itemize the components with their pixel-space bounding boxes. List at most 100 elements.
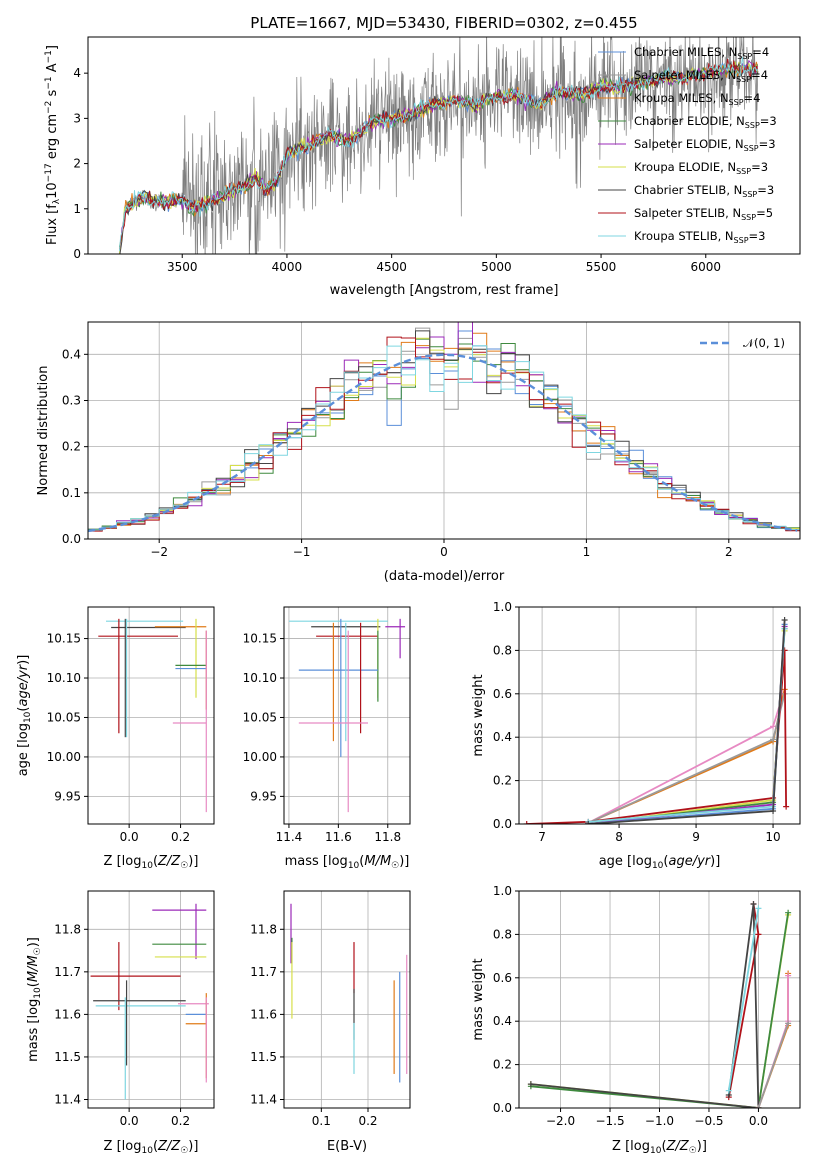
legend-label: Chabrier MILES, NSSP=4 [634,45,769,61]
histogram-kroupa-stelib [88,345,800,531]
weight-marker [770,736,777,743]
model-spectrum-chabrier-stelib [119,60,759,254]
chart-title: PLATE=1667, MJD=53430, FIBERID=0302, z=0… [250,14,637,32]
weight-vs-age-panel: 7 8 9 10 0.0 0.2 0.4 0.6 0.8 1.0 mass weight age [l… [471,600,801,871]
label-part: )] [710,854,720,869]
x-axis-label: Z [log10(Z/Z☉)] [612,1139,707,1156]
weight-marker [527,1081,534,1088]
legend-text: Kroupa MILES, N [634,91,729,105]
label-part: age/yr [16,663,31,706]
x-tick-label: −1.5 [595,1114,624,1128]
label-part: ☉ [391,861,399,871]
x-tick-label: 11.8 [374,830,401,844]
x-axis-label: Z [log10(Z/Z☉)] [104,854,199,871]
label-part: age [log [599,854,652,869]
label-part: ( [663,854,668,869]
y-tick-label: 1.0 [493,884,512,898]
y-tick-label: 4 [73,66,81,80]
x-tick-label: −1.0 [645,1114,674,1128]
label-part: mass [log [285,854,348,869]
y-tick-label: 0.8 [493,643,512,657]
weight-marker [523,821,530,824]
axes-frame [87,890,215,1109]
legend-text: Salpeter ELODIE, N [634,137,744,151]
y-tick-label: 11.6 [250,1007,277,1021]
y-tick-label: 11.7 [54,965,81,979]
legend-text: =3 [760,114,777,128]
label-part: λ [52,198,62,204]
y-tick-label: 11.7 [250,965,277,979]
mass-vs-z-panel: 0.0 0.211.411.511.611.711.8Z [log10(Z/Z☉)… [26,890,215,1156]
label-part: Z [log [104,854,142,869]
label-part: 10 [141,861,153,871]
label-part: )] [16,655,31,665]
x-tick-label: 9 [692,830,700,844]
weight-marker [785,1020,792,1027]
label-part: 10 [348,861,360,871]
legend-sub: SSP [741,213,756,222]
label-part: ( [153,1139,158,1154]
weight-line [757,975,789,1108]
weight-line [530,912,789,1108]
weight-line [588,628,786,823]
y-tick-label: 0.0 [62,532,81,546]
legend-label: 𝒩(0, 1) [743,336,785,350]
y-axis-label: age [log10(age/yr)] [16,655,33,777]
y-tick-label: 10.15 [47,632,81,646]
x-tick-label: 0 [440,545,448,559]
y-tick-label: 9.95 [250,789,277,803]
axes-frame [283,890,411,1109]
legend-text: Kroupa STELIB, N [634,229,734,243]
x-axis-label: mass [log10(M/M☉)] [285,854,410,871]
x-tick-label: 6000 [690,260,721,274]
label-part: )] [697,1139,707,1154]
label-part: )] [399,854,409,869]
label-part: 10 [652,861,664,871]
label-part: ☉ [689,1146,697,1156]
weight-line [530,1083,759,1108]
legend-text: Chabrier MILES, N [634,45,737,59]
observed-spectrum [119,37,759,254]
y-tick-label: 0.2 [493,774,512,788]
label-part: )] [188,1139,198,1154]
label-part: ☉ [180,861,188,871]
plot-area [288,618,406,813]
x-tick-label: 11.6 [325,830,352,844]
label-part: Flux [f [45,204,60,245]
y-tick-label: 10.15 [243,632,277,646]
y-tick-label: 0 [73,247,81,261]
y-axis-label: mass weight [471,958,486,1040]
label-part: Z [log [612,1139,650,1154]
label-part: 10 [650,1146,662,1156]
x-tick-label: 0.0 [120,1114,139,1128]
legend-label: Kroupa MILES, NSSP=4 [634,91,760,107]
weight-marker [755,931,762,938]
plot-area [527,901,792,1108]
label-part: M/M [364,854,391,869]
model-spectrum-kroupa-stelib [118,56,759,252]
y-tick-label: 0.2 [493,1058,512,1072]
label-part: mass [log [26,999,41,1062]
x-tick-label: 2 [725,545,733,559]
legend-text: =3 [759,137,776,151]
x-tick-label: 0.0 [120,830,139,844]
legend-text: =4 [752,45,769,59]
y-tick-label: 11.4 [250,1092,277,1106]
legend-sub: SSP [737,52,752,61]
y-axis-label: Normed distribution [36,366,51,496]
histogram-chabrier-stelib [88,330,800,531]
y-tick-label: 0.2 [62,440,81,454]
weight-line [588,628,786,824]
y-tick-label: 9.95 [54,789,81,803]
y-tick-label: 0.4 [493,730,512,744]
x-tick-label: 0.1 [312,1114,331,1128]
legend-text: =5 [756,206,773,220]
y-tick-label: 3 [73,111,81,125]
plot-area [88,322,800,533]
plot-area [98,618,207,813]
legend-text: =3 [757,183,774,197]
label-part: ( [16,707,31,712]
weight-marker [725,1087,732,1094]
legend-text: =4 [751,68,768,82]
